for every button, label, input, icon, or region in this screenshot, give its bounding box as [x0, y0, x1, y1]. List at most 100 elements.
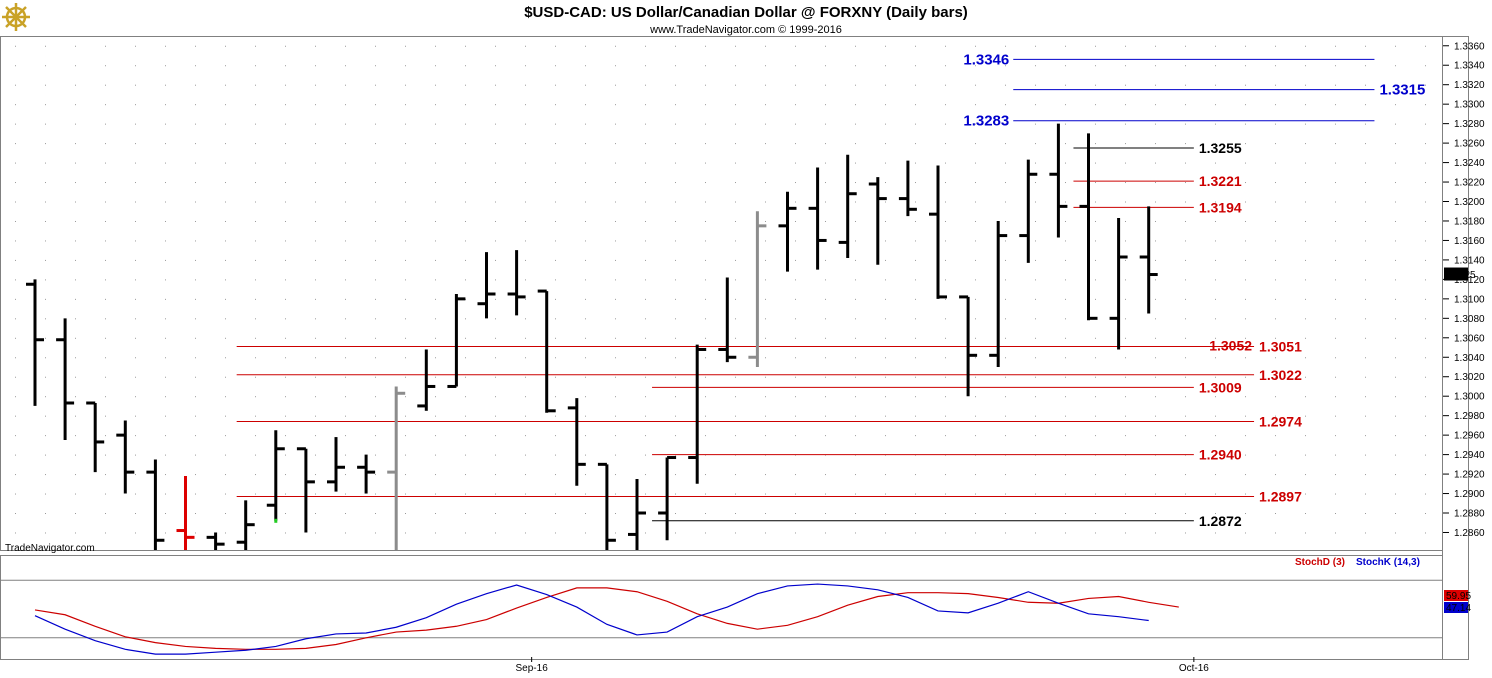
grid-dot — [195, 318, 196, 320]
grid-dot — [255, 532, 256, 534]
grid-dot — [795, 318, 796, 320]
ohlc-bar — [176, 476, 195, 550]
grid-dot — [735, 84, 736, 86]
grid-dot — [1425, 415, 1426, 417]
grid-dot — [945, 240, 946, 242]
grid-dot — [45, 298, 46, 300]
grid-dot — [375, 474, 376, 476]
grid-dot — [525, 532, 526, 534]
grid-dot — [225, 162, 226, 164]
grid-dot — [195, 513, 196, 515]
grid-dot — [435, 337, 436, 339]
grid-dot — [855, 201, 856, 203]
grid-dot — [765, 493, 766, 495]
grid-dot — [525, 220, 526, 222]
grid-dot — [1245, 415, 1246, 417]
grid-dot — [285, 162, 286, 164]
grid-dot — [555, 513, 556, 515]
grid-dot — [1365, 45, 1366, 47]
grid-dot — [1215, 454, 1216, 456]
grid-dot — [15, 45, 16, 47]
grid-dot — [825, 337, 826, 339]
grid-dot — [1365, 65, 1366, 67]
grid-dot — [1245, 220, 1246, 222]
level-label: 1.3194 — [1199, 199, 1242, 215]
grid-dot — [315, 279, 316, 281]
grid-dot — [225, 201, 226, 203]
grid-dot — [255, 513, 256, 515]
grid-dot — [765, 162, 766, 164]
grid-dot — [375, 104, 376, 106]
grid-dot — [225, 259, 226, 261]
grid-dot — [1335, 240, 1336, 242]
y-tick-label: 1.3080 — [1454, 314, 1485, 325]
grid-dot — [105, 376, 106, 378]
grid-dot — [285, 474, 286, 476]
grid-dot — [855, 143, 856, 145]
grid-dot — [795, 532, 796, 534]
grid-dot — [165, 318, 166, 320]
grid-dot — [1185, 532, 1186, 534]
grid-dot — [315, 259, 316, 261]
grid-dot — [1395, 415, 1396, 417]
grid-dot — [1275, 396, 1276, 398]
grid-dot — [465, 376, 466, 378]
grid-dot — [1425, 454, 1426, 456]
grid-dot — [255, 240, 256, 242]
grid-dot — [1245, 45, 1246, 47]
grid-dot — [1425, 201, 1426, 203]
grid-dot — [75, 396, 76, 398]
grid-dot — [855, 123, 856, 125]
grid-dot — [1155, 298, 1156, 300]
grid-dot — [555, 220, 556, 222]
chart-subtitle: www.TradeNavigator.com © 1999-2016 — [649, 24, 842, 36]
grid-dot — [285, 259, 286, 261]
grid-dot — [825, 84, 826, 86]
grid-dot — [975, 532, 976, 534]
grid-dot — [555, 493, 556, 495]
grid-dot — [465, 435, 466, 437]
grid-dot — [795, 84, 796, 86]
grid-dot — [165, 65, 166, 67]
grid-dot — [585, 143, 586, 145]
grid-dot — [1005, 376, 1006, 378]
grid-dot — [1425, 318, 1426, 320]
grid-dot — [435, 279, 436, 281]
y-tick-label: 1.3180 — [1454, 216, 1485, 227]
grid-dot — [75, 474, 76, 476]
grid-dot — [1035, 376, 1036, 378]
grid-dot — [1305, 454, 1306, 456]
grid-dot — [1215, 220, 1216, 222]
grid-dot — [1065, 162, 1066, 164]
grid-dot — [1395, 513, 1396, 515]
grid-dot — [975, 298, 976, 300]
grid-dot — [1065, 357, 1066, 359]
grid-dot — [135, 201, 136, 203]
grid-dot — [555, 376, 556, 378]
grid-dot — [1095, 493, 1096, 495]
grid-dot — [405, 143, 406, 145]
grid-dot — [705, 337, 706, 339]
grid-dot — [225, 513, 226, 515]
grid-dot — [765, 415, 766, 417]
level-label: 1.2974 — [1259, 414, 1302, 430]
grid-dot — [615, 104, 616, 106]
grid-dot — [885, 143, 886, 145]
grid-dot — [1065, 65, 1066, 67]
grid-dot — [945, 123, 946, 125]
grid-dot — [1425, 84, 1426, 86]
grid-dot — [165, 201, 166, 203]
grid-dot — [315, 162, 316, 164]
grid-dot — [645, 454, 646, 456]
grid-dot — [1125, 104, 1126, 106]
grid-dot — [105, 357, 106, 359]
grid-dot — [1005, 123, 1006, 125]
grid-dot — [495, 240, 496, 242]
right-axis-frame — [1442, 36, 1469, 660]
grid-dot — [915, 513, 916, 515]
grid-dot — [1155, 493, 1156, 495]
grid-dot — [1425, 493, 1426, 495]
ohlc-bar — [808, 167, 827, 270]
grid-dot — [75, 357, 76, 359]
grid-dot — [15, 298, 16, 300]
